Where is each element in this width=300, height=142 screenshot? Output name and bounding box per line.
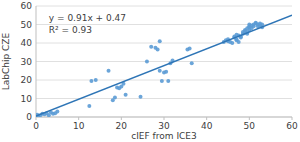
grid-line [36,61,292,62]
y-tick-label: 60 [21,1,33,11]
x-axis-label: cIEF from ICE3 [131,131,196,141]
y-axis-line [36,6,37,117]
scatter-point [55,109,59,113]
scatter-point [188,47,192,51]
scatter-point [149,45,153,49]
scatter-point [164,70,168,74]
scatter-point [160,79,164,83]
scatter-point [158,69,162,73]
scatter-point [113,96,117,100]
grid-line [36,6,292,7]
scatter-point [230,41,234,45]
x-tick-label: 10 [73,121,85,131]
scatter-point [89,79,93,83]
annotation: R² = 0.93 [49,25,92,35]
y-axis-label: LabChip CZE [1,32,11,90]
x-axis-line [36,117,292,118]
scatter-point [166,79,170,83]
x-tick-label: 30 [158,121,170,131]
y-tick-label: 50 [21,20,33,30]
y-tick-label: 20 [21,75,33,85]
scatter-point [124,93,128,97]
x-tick-label: 40 [201,121,213,131]
scatter-point [145,60,149,64]
scatter-point [158,39,162,43]
grid-line [36,80,292,81]
scatter-point [237,40,241,44]
y-tick-label: 0 [26,112,32,122]
scatter-point [156,47,160,51]
scatter-point [94,78,98,82]
annotation: y = 0.91x + 0.47 [49,13,126,23]
grid-line [36,43,292,44]
scatter-point [139,95,143,99]
grid-line [36,98,292,99]
plot-area [36,15,292,117]
y-tick-label: 40 [21,38,33,48]
scatter-point [87,104,91,108]
y-tick-label: 30 [21,57,33,67]
y-tick-label: 10 [21,94,33,104]
scatter-point [190,61,194,65]
scatter-point [107,69,111,73]
x-tick-label: 0 [33,121,39,131]
x-tick-label: 60 [286,121,298,131]
grid-line [36,117,292,118]
x-tick-label: 20 [116,121,128,131]
x-tick-label: 50 [244,121,256,131]
regression-line [36,15,292,116]
chart: 0 10 20 30 40 50 60 0 10 20 30 40 50 60 y = 0.91x + 0.… [0,0,300,142]
